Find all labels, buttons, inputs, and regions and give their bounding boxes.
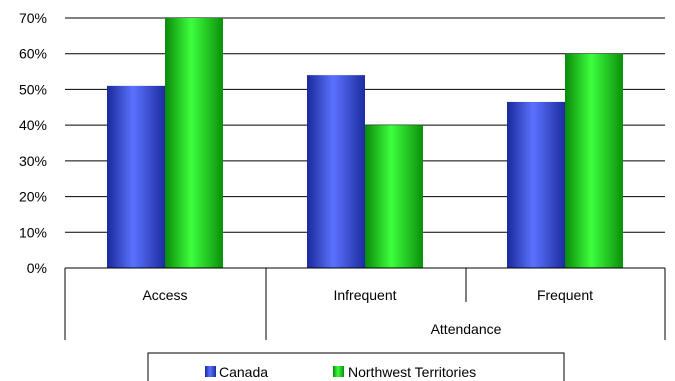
category-label-frequent: Frequent (537, 287, 593, 303)
bar-canada-frequent (507, 101, 565, 268)
legend-label-canada: Canada (219, 364, 268, 380)
legend: Canada Northwest Territories (147, 352, 565, 381)
y-tick-label: 10% (19, 224, 47, 240)
legend-swatch-canada (205, 366, 216, 377)
y-tick-label: 60% (19, 46, 47, 62)
bar-northwest-territories-infrequent (365, 125, 423, 269)
y-tick-label: 30% (19, 153, 47, 169)
y-tick-label: 0% (27, 260, 47, 276)
bar-northwest-territories-access (165, 18, 223, 268)
group-label: Attendance (431, 321, 502, 337)
y-tick-label: 20% (19, 189, 47, 205)
category-label-infrequent: Infrequent (333, 287, 396, 303)
bar-canada-access (107, 85, 165, 268)
bar-canada-infrequent (307, 75, 365, 269)
bars (107, 18, 623, 269)
legend-label-northwest-territories: Northwest Territories (348, 364, 476, 380)
y-axis-tick-labels: 0% 10% 20% 30% 40% 50% 60% 70% (19, 10, 47, 276)
y-tick-label: 50% (19, 81, 47, 97)
bar-northwest-territories-frequent (565, 53, 623, 268)
category-labels: Access Infrequent Frequent (142, 287, 593, 303)
y-tick-label: 40% (19, 117, 47, 133)
y-tick-label: 70% (19, 10, 47, 26)
category-axis (64, 267, 666, 340)
category-label-access: Access (142, 287, 187, 303)
legend-box (147, 352, 565, 381)
legend-swatch-northwest-territories (333, 366, 344, 377)
